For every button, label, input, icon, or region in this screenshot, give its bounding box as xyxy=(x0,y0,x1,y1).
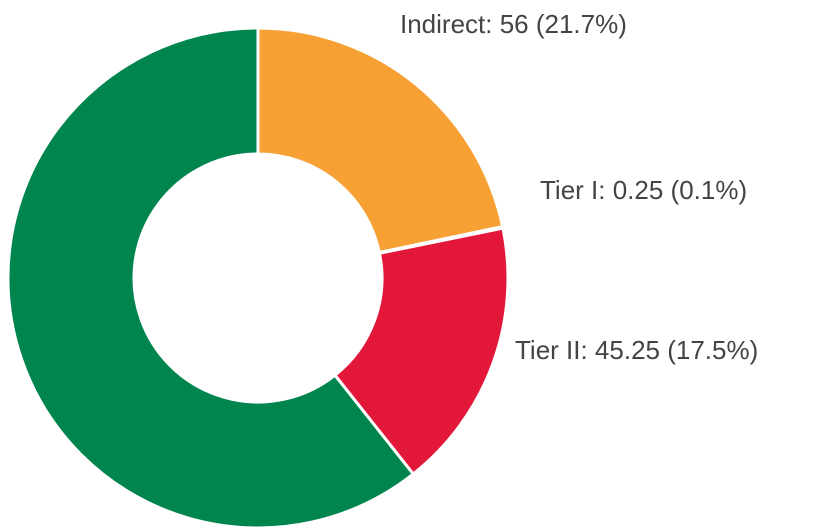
segment-label: Tier I: 0.25 (0.1%) xyxy=(540,175,747,205)
segment-label: Indirect: 56 (21.7%) xyxy=(400,9,627,39)
donut-segment xyxy=(256,26,505,255)
donut-segment xyxy=(6,26,416,529)
donut-segment xyxy=(332,226,510,477)
segment-label: Tier II: 45.25 (17.5%) xyxy=(515,335,758,365)
